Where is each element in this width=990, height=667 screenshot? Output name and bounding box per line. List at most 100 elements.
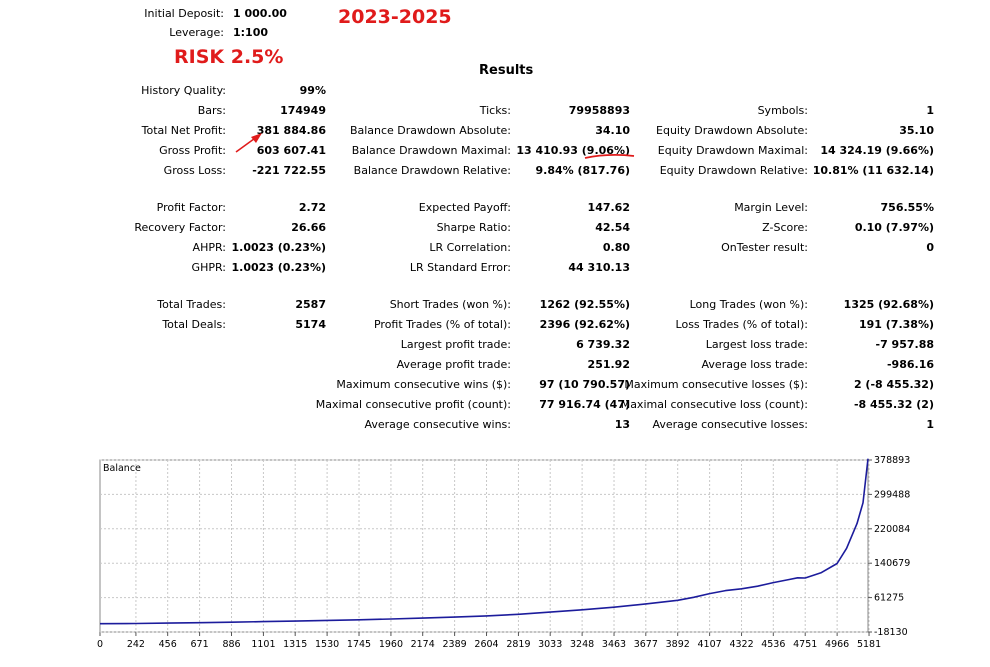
balance-chart-svg: 0 242 456 671 886 1101 1315 1530 1745 1960 2174 238… xyxy=(97,455,910,650)
col2-label-6: LR Correlation: xyxy=(429,241,511,254)
col2-value-5: 42.54 xyxy=(595,221,630,234)
col3-value-12: -8 455.32 (2) xyxy=(853,398,934,411)
x-tick-label: 4966 xyxy=(825,639,849,650)
period-annotation: 2023-2025 xyxy=(338,6,452,28)
col1-value-3: 603 607.41 xyxy=(256,144,326,157)
x-tick-label: 4536 xyxy=(761,639,785,650)
col3-label-7: Long Trades (won %): xyxy=(689,298,808,311)
x-tick-label: 2604 xyxy=(474,639,498,650)
y-tick-label: 140679 xyxy=(874,558,910,569)
col1-value-9: 2587 xyxy=(295,298,326,311)
col1-label-5: Profit Factor: xyxy=(156,201,226,214)
col1-value-0: 99% xyxy=(299,84,326,97)
col1-value-5: 2.72 xyxy=(298,201,326,214)
y-tick-label: 299488 xyxy=(874,489,910,500)
y-tick-label: -18130 xyxy=(874,627,908,638)
col2-label-14: Average consecutive wins: xyxy=(364,418,511,431)
x-tick-label: 1745 xyxy=(347,639,371,650)
col3-value-3: 10.81% (11 632.14) xyxy=(812,164,934,177)
col1-label-6: Recovery Factor: xyxy=(134,221,226,234)
col1-label-4: Gross Loss: xyxy=(163,164,226,177)
x-tick-label: 242 xyxy=(127,639,145,650)
col2-value-10: 6 739.32 xyxy=(576,338,630,351)
col2-value-12: 97 (10 790.57) xyxy=(539,378,630,391)
col3-label-10: Average loss trade: xyxy=(701,358,808,371)
col3-value-5: 0.10 (7.97%) xyxy=(854,221,934,234)
col2-value-0: 79958893 xyxy=(568,104,630,117)
col3-label-3: Equity Drawdown Relative: xyxy=(659,164,808,177)
chart-title: Balance xyxy=(103,463,141,474)
initial-deposit-value: 1 000.00 xyxy=(233,7,287,20)
col2-label-3: Balance Drawdown Relative: xyxy=(353,164,511,177)
col3-label-9: Largest loss trade: xyxy=(705,338,808,351)
y-tick-label: 220084 xyxy=(874,524,910,535)
col3-value-8: 191 (7.38%) xyxy=(858,318,934,331)
x-tick-label: 2174 xyxy=(411,639,435,650)
col2-label-2: Balance Drawdown Maximal: xyxy=(351,144,511,157)
col2-value-2: 13 410.93 (9.06%) xyxy=(516,144,630,157)
col2-label-1: Balance Drawdown Absolute: xyxy=(349,124,511,137)
plot-area xyxy=(99,459,869,633)
col1-label-7: AHPR: xyxy=(192,241,226,254)
col3-value-11: 2 (-8 455.32) xyxy=(853,378,934,391)
col2-value-3: 9.84% (817.76) xyxy=(535,164,631,177)
col3-value-4: 756.55% xyxy=(880,201,934,214)
col1-value-2: 381 884.86 xyxy=(256,124,326,137)
col1-value-1: 174949 xyxy=(280,104,326,117)
col2-value-4: 147.62 xyxy=(587,201,630,214)
x-tick-label: 456 xyxy=(159,639,177,650)
col3-value-1: 35.10 xyxy=(899,124,934,137)
x-tick-label: 2819 xyxy=(506,639,530,650)
col2-label-8: Short Trades (won %): xyxy=(389,298,511,311)
leverage-value: 1:100 xyxy=(233,26,269,39)
col2-label-0: Ticks: xyxy=(479,104,511,117)
col3-value-9: -7 957.88 xyxy=(875,338,935,351)
col3-label-12: Maximal consecutive loss (count): xyxy=(620,398,808,411)
x-tick-label: 4751 xyxy=(793,639,817,650)
col2-value-6: 0.80 xyxy=(602,241,630,254)
col3-label-0: Symbols: xyxy=(757,104,808,117)
risk-annotation: RISK 2.5% xyxy=(174,46,284,68)
col3-label-4: Margin Level: xyxy=(734,201,808,214)
x-tick-label: 3892 xyxy=(666,639,690,650)
x-tick-label: 886 xyxy=(222,639,240,650)
col2-label-7: LR Standard Error: xyxy=(409,261,511,274)
col3-label-1: Equity Drawdown Absolute: xyxy=(656,124,808,137)
x-tick-label: 1315 xyxy=(283,639,307,650)
x-tick-label: 1960 xyxy=(379,639,403,650)
initial-deposit-label: Initial Deposit: xyxy=(144,7,224,20)
col3-value-0: 1 xyxy=(926,104,934,117)
x-tick-label: 5181 xyxy=(857,639,881,650)
x-tick-label: 1530 xyxy=(315,639,339,650)
col1-label-9: Total Trades: xyxy=(157,298,226,311)
col3-label-6: OnTester result: xyxy=(721,241,808,254)
col1-label-2: Total Net Profit: xyxy=(141,124,226,137)
col2-value-7: 44 310.13 xyxy=(568,261,630,274)
y-tick-label: 378893 xyxy=(874,456,910,466)
col3-value-6: 0 xyxy=(926,241,934,254)
col2-value-14: 13 xyxy=(614,418,630,431)
x-tick-label: 3463 xyxy=(602,639,626,650)
col2-value-1: 34.10 xyxy=(595,124,630,137)
x-tick-label: 3248 xyxy=(570,639,594,650)
results-title: Results xyxy=(479,63,534,78)
col3-label-13: Average consecutive losses: xyxy=(652,418,808,431)
x-tick-label: 3033 xyxy=(538,639,562,650)
col1-label-3: Gross Profit: xyxy=(159,144,226,157)
col1-value-4: -221 722.55 xyxy=(252,164,326,177)
col2-value-13: 77 916.74 (47) xyxy=(539,398,630,411)
col3-value-7: 1325 (92.68%) xyxy=(843,298,934,311)
x-tick-label: 1101 xyxy=(251,639,275,650)
col2-value-8: 1262 (92.55%) xyxy=(539,298,630,311)
balance-chart: 0 242 456 671 886 1101 1315 1530 1745 1960 2174 238… xyxy=(0,455,990,664)
leverage-label: Leverage: xyxy=(169,26,224,39)
col3-label-5: Z-Score: xyxy=(762,221,808,234)
col2-label-5: Sharpe Ratio: xyxy=(436,221,511,234)
col1-label-8: GHPR: xyxy=(191,261,226,274)
balance-line xyxy=(99,458,869,625)
col2-label-4: Expected Payoff: xyxy=(418,201,511,214)
x-tick-label: 4107 xyxy=(698,639,722,650)
col3-label-11: Maximum consecutive losses ($): xyxy=(624,378,808,391)
col3-value-10: -986.16 xyxy=(886,358,934,371)
col2-value-11: 251.92 xyxy=(587,358,630,371)
